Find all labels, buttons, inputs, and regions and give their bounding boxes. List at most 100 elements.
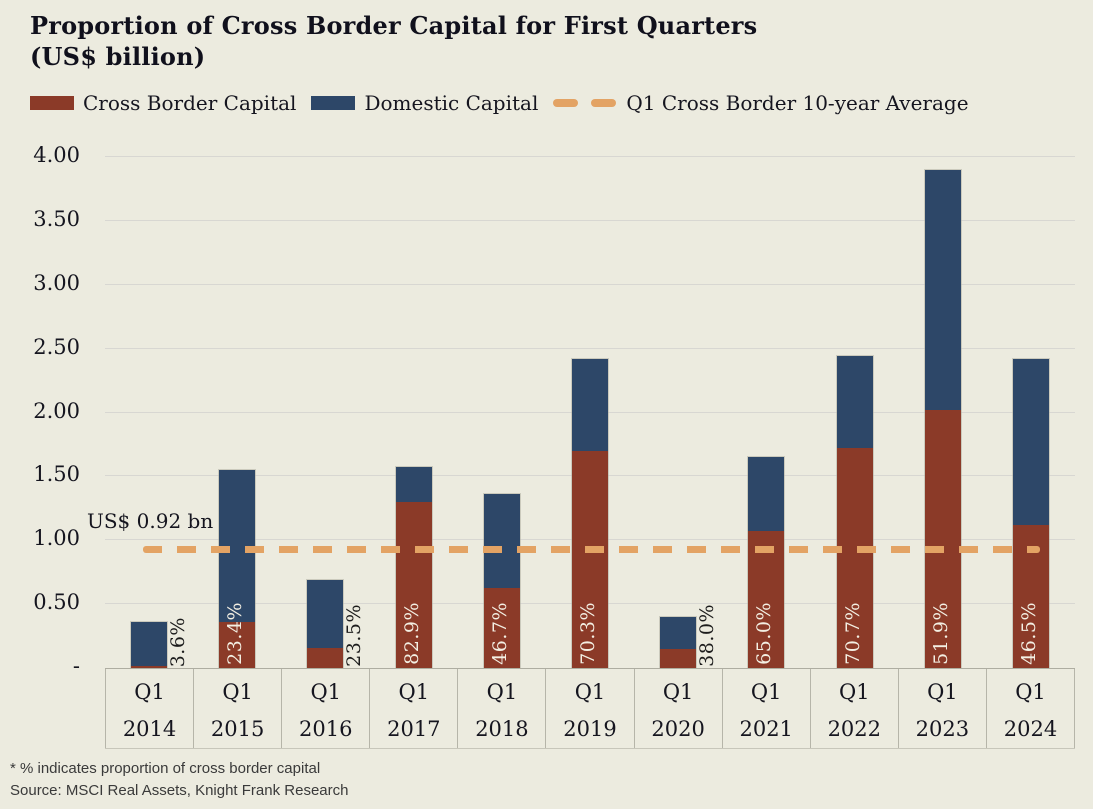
cross-border-percent-label: 82.9% bbox=[400, 602, 423, 665]
stacked-bar-2019 bbox=[572, 358, 609, 668]
bar-cell-2018: 46.7% bbox=[458, 157, 546, 668]
stacked-bar-2018 bbox=[483, 494, 520, 668]
cross-border-percent-label: 23.5% bbox=[343, 604, 366, 667]
x-tick-2024: Q1 2024 bbox=[985, 669, 1076, 748]
bar-cell-2020: 38.0% bbox=[634, 157, 722, 668]
bar-cells: 3.6% 23.4% 23.5% 82.9% 46.7% 70.3% 38.0% 65.0% 7… bbox=[105, 157, 1075, 668]
y-tick-label: 3.50 bbox=[33, 206, 80, 231]
x-tick-year-label: 2023 bbox=[915, 717, 970, 741]
stacked-bar-2021 bbox=[748, 457, 785, 668]
x-tick-year-label: 2024 bbox=[1003, 717, 1058, 741]
domestic-capital-segment bbox=[131, 621, 168, 667]
domestic-capital-segment bbox=[572, 358, 609, 451]
cross-border-capital-segment bbox=[924, 409, 961, 668]
gridline bbox=[105, 219, 1075, 221]
gridline bbox=[105, 347, 1075, 349]
stacked-bar-2023 bbox=[924, 169, 961, 668]
cross-border-percent-label: 70.3% bbox=[577, 602, 600, 665]
legend-label: Domestic Capital bbox=[364, 91, 539, 115]
y-tick-label: - bbox=[72, 654, 80, 678]
cross-border-percent-label: 51.9% bbox=[929, 602, 952, 665]
domestic-capital-segment bbox=[748, 457, 785, 532]
bar-cell-2014: 3.6% bbox=[105, 157, 193, 668]
x-tick-quarter-label: Q1 bbox=[134, 680, 165, 704]
x-tick-2022: Q1 2022 bbox=[809, 669, 898, 748]
gridline bbox=[105, 283, 1075, 285]
x-tick-quarter-label: Q1 bbox=[574, 680, 606, 704]
cross-border-percent-label: 46.7% bbox=[488, 602, 511, 665]
cross-border-capital-segment bbox=[660, 648, 697, 668]
x-tick-quarter-label: Q1 bbox=[222, 680, 253, 704]
domestic-capital-segment bbox=[660, 616, 697, 649]
gridline bbox=[105, 156, 1075, 157]
stacked-bar-2017 bbox=[395, 467, 432, 668]
y-tick-label: 1.00 bbox=[33, 526, 80, 551]
y-tick-label: 3.00 bbox=[33, 270, 80, 295]
y-tick-label: 4.00 bbox=[33, 143, 80, 167]
y-tick-label: 0.50 bbox=[33, 590, 80, 615]
x-tick-2016: Q1 2016 bbox=[281, 669, 369, 748]
x-tick-quarter-label: Q1 bbox=[310, 680, 342, 704]
legend-dash-icon bbox=[553, 99, 617, 107]
legend-label: Cross Border Capital bbox=[83, 91, 297, 115]
x-tick-year-label: 2018 bbox=[475, 717, 529, 741]
domestic-capital-segment bbox=[1012, 358, 1049, 525]
legend: Cross Border Capital Domestic Capital Q1 C… bbox=[30, 91, 984, 115]
x-tick-2019: Q1 2019 bbox=[545, 669, 633, 748]
cross-border-capital-segment bbox=[572, 450, 609, 668]
legend-swatch-icon bbox=[311, 96, 356, 110]
cross-border-percent-label: 70.7% bbox=[841, 602, 864, 665]
average-dashed-line bbox=[143, 546, 1040, 554]
average-line-label: US$ 0.92 bn bbox=[87, 509, 214, 534]
stacked-bar-2022 bbox=[836, 356, 873, 668]
x-tick-2021: Q1 2021 bbox=[721, 669, 810, 748]
x-tick-year-label: 2015 bbox=[210, 717, 265, 741]
bar-cell-2021: 65.0% bbox=[722, 157, 810, 668]
legend-item-1: Domestic Capital bbox=[311, 91, 538, 115]
x-tick-quarter-label: Q1 bbox=[1015, 680, 1046, 704]
legend-swatch-icon bbox=[30, 96, 74, 110]
cross-border-capital-segment bbox=[483, 587, 520, 668]
y-tick-label: 2.50 bbox=[33, 334, 80, 359]
domestic-capital-segment bbox=[307, 579, 344, 648]
domestic-capital-segment bbox=[836, 356, 873, 449]
x-tick-quarter-label: Q1 bbox=[486, 680, 518, 704]
x-axis: Q1 2014 Q1 2015 Q1 2016 Q1 2017 Q1 2018 Q1 2019 Q1 20… bbox=[105, 668, 1076, 749]
x-tick-2018: Q1 2018 bbox=[457, 669, 545, 748]
x-tick-quarter-label: Q1 bbox=[927, 680, 958, 704]
y-tick-label: 2.00 bbox=[33, 398, 80, 423]
stacked-bar-2015 bbox=[219, 470, 256, 668]
cross-border-percent-label: 38.0% bbox=[696, 604, 719, 667]
x-tick-year-label: 2016 bbox=[299, 717, 353, 741]
domestic-capital-segment bbox=[219, 470, 256, 623]
x-tick-2015: Q1 2015 bbox=[193, 669, 281, 748]
stacked-bar-2014 bbox=[131, 621, 168, 668]
x-tick-quarter-label: Q1 bbox=[839, 680, 870, 704]
plot-area: US$ 0.92 bn 3.6% 23.4% 23.5% 82.9% 46.7% 70.3… bbox=[87, 156, 1075, 668]
stacked-bar-2016 bbox=[307, 579, 344, 668]
bar-cell-2016: 23.5% bbox=[281, 157, 369, 668]
legend-item-0: Cross Border Capital bbox=[30, 91, 296, 115]
domestic-capital-segment bbox=[395, 467, 432, 502]
y-tick-label: 1.50 bbox=[33, 462, 80, 487]
x-tick-quarter-label: Q1 bbox=[398, 680, 430, 704]
x-tick-2020: Q1 2020 bbox=[633, 669, 722, 748]
stacked-bar-2020 bbox=[660, 616, 697, 668]
cross-border-percent-label: 46.5% bbox=[1017, 602, 1040, 665]
x-tick-2014: Q1 2014 bbox=[105, 669, 193, 748]
cross-border-capital-segment bbox=[748, 531, 785, 668]
x-tick-year-label: 2019 bbox=[563, 717, 617, 741]
bar-cell-2024: 46.5% bbox=[987, 157, 1075, 668]
x-tick-year-label: 2014 bbox=[122, 717, 177, 741]
domestic-capital-segment bbox=[924, 169, 961, 410]
dash-segment-icon bbox=[553, 99, 579, 107]
chart-title-line2: (US$ billion) bbox=[30, 42, 206, 71]
footnote-asterisk: * % indicates proportion of cross border… bbox=[10, 760, 321, 777]
bar-cell-2022: 70.7% bbox=[811, 157, 899, 668]
footnotes: * % indicates proportion of cross border… bbox=[10, 758, 348, 802]
cross-border-capital-segment bbox=[131, 666, 168, 668]
cross-border-percent-label: 65.0% bbox=[753, 602, 776, 665]
chart-title: Proportion of Cross Border Capital for F… bbox=[30, 10, 757, 72]
cross-border-percent-label: 23.4% bbox=[224, 602, 247, 665]
